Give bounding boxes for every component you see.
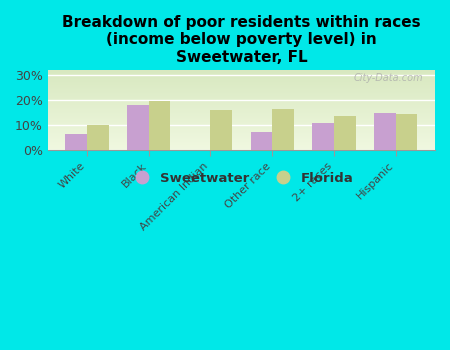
Bar [48, 107, 435, 108]
Bar [48, 120, 435, 121]
Bar [48, 71, 435, 72]
Bar [87, 125, 108, 150]
Bar [48, 72, 435, 74]
Bar [48, 70, 435, 71]
Title: Breakdown of poor residents within races
(income below poverty level) in
Sweetwa: Breakdown of poor residents within races… [62, 15, 421, 65]
Bar [48, 90, 435, 91]
Bar [48, 121, 435, 122]
Bar [48, 91, 435, 92]
Bar [211, 110, 232, 150]
Bar [48, 79, 435, 80]
Bar [48, 143, 435, 144]
Bar [48, 97, 435, 98]
Bar [48, 129, 435, 130]
Bar [396, 114, 418, 150]
Bar [48, 124, 435, 125]
Bar [48, 94, 435, 95]
Text: City-Data.com: City-Data.com [354, 72, 423, 83]
Bar [127, 105, 148, 150]
Bar [48, 128, 435, 129]
Bar [65, 134, 87, 150]
Bar [48, 110, 435, 111]
Bar [48, 127, 435, 128]
Bar [48, 134, 435, 135]
Bar [48, 126, 435, 127]
Bar [48, 93, 435, 94]
Legend: Sweetwater, Florida: Sweetwater, Florida [124, 167, 359, 190]
Bar [48, 111, 435, 112]
Bar [48, 117, 435, 118]
Bar [48, 144, 435, 145]
Bar [48, 130, 435, 131]
Bar [48, 84, 435, 85]
Bar [48, 149, 435, 150]
Bar [48, 140, 435, 141]
Bar [374, 113, 396, 150]
Bar [48, 147, 435, 148]
Bar [48, 136, 435, 138]
Bar [251, 132, 272, 150]
Bar [148, 102, 171, 150]
Bar [48, 123, 435, 124]
Bar [48, 86, 435, 87]
Bar [48, 87, 435, 88]
Bar [48, 81, 435, 82]
Bar [48, 77, 435, 78]
Bar [48, 115, 435, 116]
Bar [48, 78, 435, 79]
Bar [48, 139, 435, 140]
Bar [48, 95, 435, 96]
Bar [48, 132, 435, 133]
Bar [48, 116, 435, 117]
Bar [48, 105, 435, 106]
Bar [48, 142, 435, 143]
Bar [48, 146, 435, 147]
Bar [48, 106, 435, 107]
Bar [48, 80, 435, 81]
Bar [48, 131, 435, 132]
Bar [48, 125, 435, 126]
Bar [312, 123, 334, 150]
Bar [48, 88, 435, 89]
Bar [48, 92, 435, 93]
Bar [48, 119, 435, 120]
Bar [48, 112, 435, 113]
Bar [48, 96, 435, 97]
Bar [48, 89, 435, 90]
Bar [48, 83, 435, 84]
Bar [48, 74, 435, 75]
Bar [334, 117, 356, 150]
Bar [48, 122, 435, 123]
Bar [48, 118, 435, 119]
Bar [48, 100, 435, 101]
Bar [48, 102, 435, 103]
Bar [48, 108, 435, 110]
Bar [48, 148, 435, 149]
Bar [48, 114, 435, 115]
Bar [48, 76, 435, 77]
Bar [48, 104, 435, 105]
Bar [48, 138, 435, 139]
Bar [48, 135, 435, 136]
Bar [48, 103, 435, 104]
Bar [48, 85, 435, 86]
Bar [48, 133, 435, 134]
Bar [48, 99, 435, 100]
Bar [48, 98, 435, 99]
Bar [48, 82, 435, 83]
Bar [272, 109, 294, 150]
Bar [48, 113, 435, 114]
Bar [48, 145, 435, 146]
Bar [48, 141, 435, 142]
Bar [48, 75, 435, 76]
